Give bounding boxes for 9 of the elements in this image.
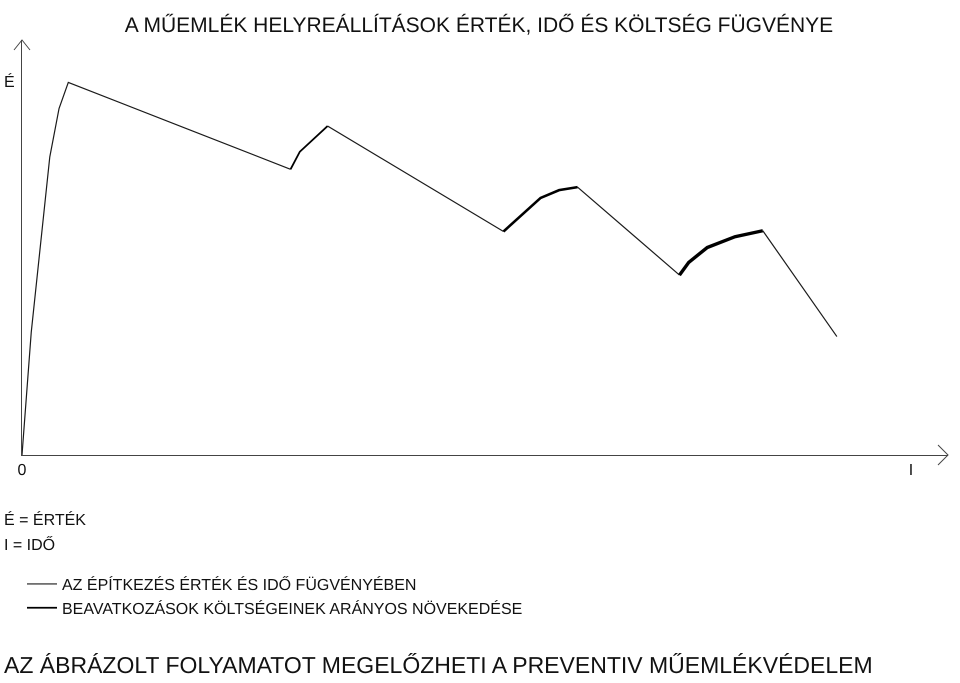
chart-title: A MŰEMLÉK HELYREÁLLÍTÁSOK ÉRTÉK, IDŐ ÉS KÖLTSÉG FÜGVÉNYE xyxy=(124,12,834,37)
text: AZ ÁBRÁZOLT FOLYAMATOT MEGELŐZHETI A PREVENTIV MŰEMLÉKVÉDELEM xyxy=(4,652,873,678)
y-axis-title: É xyxy=(4,73,15,91)
x-tick-label: 0 xyxy=(18,462,27,480)
text: É = ÉRTÉK xyxy=(4,511,86,529)
legend-label: AZ ÉPÍTKEZÉS ÉRTÉK ÉS IDŐ FÜGVÉNYÉBEN xyxy=(62,576,416,594)
text: I = IDŐ xyxy=(4,536,56,554)
legend-label: BEAVATKOZÁSOK KÖLTSÉGEINEK ARÁNYOS NÖVEKEDÉSE xyxy=(62,600,522,618)
x-tick-label: I xyxy=(908,462,914,480)
